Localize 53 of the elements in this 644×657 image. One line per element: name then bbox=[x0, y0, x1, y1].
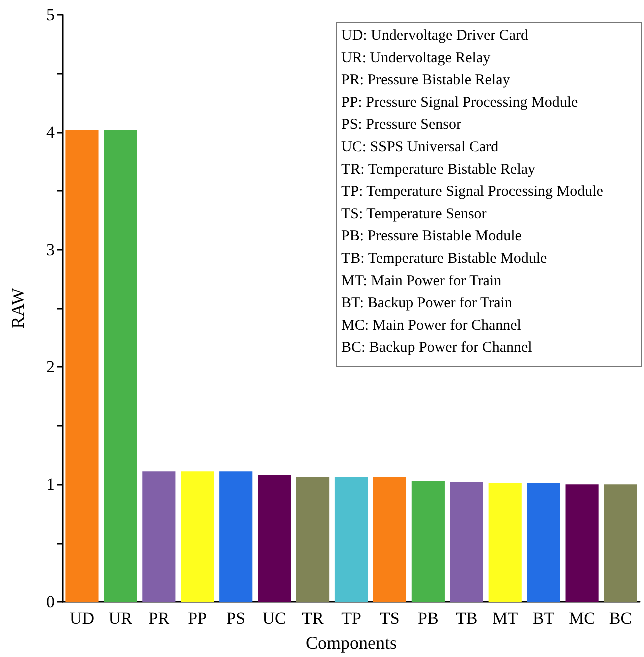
x-tick-label: TP bbox=[342, 609, 362, 628]
bar bbox=[488, 483, 522, 602]
annotation: TR: Temperature Bistable Relay bbox=[342, 162, 536, 178]
annotation: UD: Undervoltage Driver Card bbox=[342, 28, 530, 44]
y-tick-label: 3 bbox=[46, 240, 55, 260]
y-axis-title: RAW bbox=[8, 288, 28, 329]
bar bbox=[334, 478, 368, 602]
x-tick-label: BC bbox=[609, 609, 632, 628]
bar bbox=[104, 130, 138, 602]
bar bbox=[373, 478, 407, 602]
bar bbox=[412, 481, 445, 602]
y-tick-label: 0 bbox=[46, 592, 55, 612]
annotation: BC: Backup Power for Channel bbox=[342, 340, 532, 356]
x-tick-label: TR bbox=[302, 609, 325, 628]
bar bbox=[220, 472, 253, 602]
x-tick-label: UC bbox=[262, 609, 286, 628]
bar bbox=[566, 484, 599, 602]
annotation: PP: Pressure Signal Processing Module bbox=[342, 94, 579, 111]
bar bbox=[258, 475, 292, 602]
annotation: PB: Pressure Bistable Module bbox=[342, 228, 522, 245]
bar bbox=[527, 483, 560, 602]
x-tick-label: UD bbox=[70, 609, 95, 628]
annotation: BT: Backup Power for Train bbox=[342, 296, 513, 312]
bar bbox=[66, 130, 99, 602]
annotation: MC: Main Power for Channel bbox=[342, 318, 522, 334]
bar bbox=[181, 472, 214, 602]
annotation: PS: Pressure Sensor bbox=[342, 117, 462, 134]
x-tick-label: PR bbox=[148, 609, 170, 628]
annotation: PR: Pressure Bistable Relay bbox=[342, 72, 511, 89]
bar bbox=[450, 482, 484, 602]
annotation: TS: Temperature Sensor bbox=[342, 206, 487, 222]
annotation: UR: Undervoltage Relay bbox=[342, 50, 492, 66]
bar bbox=[604, 484, 638, 602]
y-tick-label: 2 bbox=[46, 358, 55, 377]
x-tick-label: BT bbox=[532, 609, 556, 628]
y-tick-label: 5 bbox=[46, 6, 55, 24]
annotation: TB: Temperature Bistable Module bbox=[342, 251, 548, 267]
x-tick-label: UR bbox=[108, 609, 134, 628]
annotation: TP: Temperature Signal Processing Module bbox=[342, 184, 604, 200]
x-tick-label: PS bbox=[226, 609, 246, 628]
annotation: MT: Main Power for Train bbox=[342, 273, 502, 290]
x-tick-label: MT bbox=[492, 609, 519, 628]
bar bbox=[142, 472, 176, 602]
x-tick-label: TB bbox=[456, 609, 478, 628]
x-tick-label: PB bbox=[418, 609, 439, 628]
x-tick-label: PP bbox=[188, 609, 208, 628]
y-tick-label: 1 bbox=[46, 475, 55, 494]
x-tick-label: TS bbox=[380, 609, 400, 628]
annotation: UC: SSPS Universal Card bbox=[342, 140, 500, 156]
bar bbox=[296, 478, 330, 602]
x-axis-title: Components bbox=[306, 633, 398, 653]
y-tick-label: 4 bbox=[46, 122, 56, 142]
x-tick-label: MC bbox=[569, 609, 596, 628]
